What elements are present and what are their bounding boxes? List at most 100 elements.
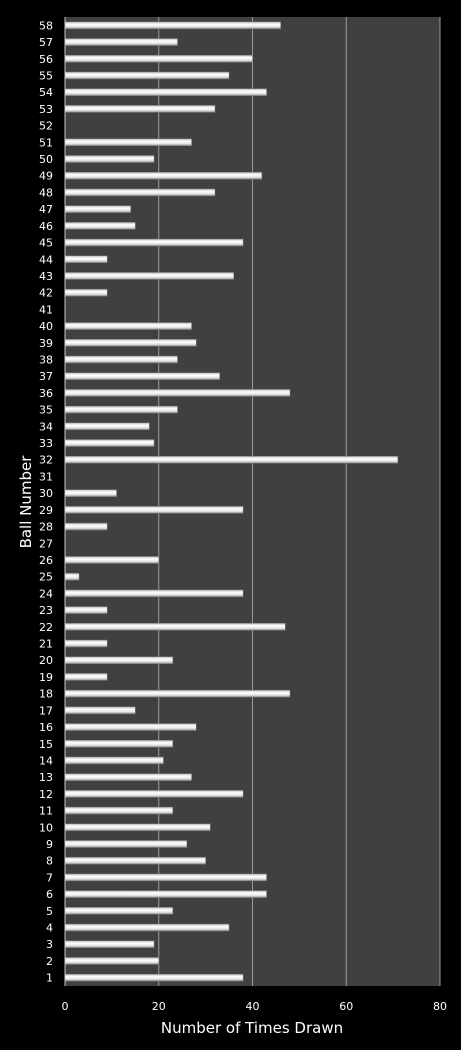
y-tick-label: 39 (39, 337, 53, 350)
y-tick-label: 35 (39, 404, 53, 417)
y-tick-label: 43 (39, 270, 53, 283)
bar-ball-9 (64, 840, 188, 848)
bar-ball-49 (64, 171, 263, 180)
bar-ball-28 (64, 522, 108, 531)
bar-ball-1 (64, 973, 244, 982)
bar-ball-17 (64, 706, 136, 715)
y-tick-label: 55 (39, 69, 53, 82)
y-tick-label: 58 (39, 19, 53, 32)
bar-ball-42 (64, 288, 108, 297)
bar-ball-37 (64, 372, 220, 380)
bar-ball-25 (64, 572, 80, 581)
bar-ball-50 (64, 155, 155, 163)
bar-ball-7 (64, 873, 267, 882)
bar-ball-26 (64, 556, 159, 564)
x-tick-label: 20 (152, 1000, 166, 1013)
bar-ball-3 (64, 940, 155, 948)
y-tick-label: 53 (39, 103, 53, 116)
bar-ball-30 (64, 489, 117, 497)
bar-ball-2 (64, 957, 159, 965)
y-tick-label: 42 (39, 287, 53, 300)
bar-ball-39 (64, 339, 197, 347)
y-tick-label: 49 (39, 170, 53, 183)
y-tick-label: 41 (39, 303, 53, 316)
bar-ball-56 (64, 55, 253, 63)
y-tick-label: 11 (39, 805, 53, 818)
y-tick-label: 7 (46, 871, 53, 884)
y-axis-title: Ball Number (17, 455, 35, 549)
bar-ball-6 (64, 890, 267, 898)
bar-ball-58 (64, 21, 281, 30)
y-tick-label: 54 (39, 86, 53, 99)
bar-ball-24 (64, 589, 244, 598)
y-tick-label: 32 (39, 454, 53, 467)
y-tick-label: 18 (39, 688, 53, 701)
bar-ball-20 (64, 656, 174, 664)
bar-ball-48 (64, 188, 216, 197)
y-tick-label: 48 (39, 186, 53, 199)
y-tick-label: 23 (39, 604, 53, 617)
bar-ball-14 (64, 756, 164, 765)
y-tick-label: 52 (39, 120, 53, 133)
y-tick-label: 57 (39, 36, 53, 49)
bar-ball-10 (64, 823, 211, 832)
y-tick-label: 30 (39, 487, 53, 500)
x-tick-labels: 0 20 40 60 80 (62, 1000, 448, 1013)
bar-ball-12 (64, 790, 244, 798)
y-tick-label: 6 (46, 888, 53, 901)
bar-ball-8 (64, 856, 206, 865)
y-tick-label: 28 (39, 521, 53, 534)
bar-ball-54 (64, 88, 267, 96)
bar-ball-57 (64, 38, 178, 46)
y-tick-label: 37 (39, 370, 53, 383)
x-tick-label: 60 (339, 1000, 353, 1013)
y-tick-label: 40 (39, 320, 53, 333)
bar-ball-47 (64, 205, 131, 213)
bar-ball-45 (64, 238, 244, 247)
y-tick-label: 12 (39, 788, 53, 801)
bar-ball-43 (64, 272, 234, 280)
bar-ball-21 (64, 639, 108, 648)
bar-ball-19 (64, 673, 108, 681)
y-tick-label: 1 (46, 972, 53, 985)
y-tick-label: 9 (46, 838, 53, 851)
bar-ball-29 (64, 506, 244, 514)
y-tick-label: 3 (46, 938, 53, 951)
bar-ball-16 (64, 723, 197, 731)
y-tick-label: 5 (46, 905, 53, 918)
bar-ball-15 (64, 740, 174, 748)
bar-ball-40 (64, 322, 192, 330)
bar-ball-53 (64, 105, 216, 113)
bar-ball-38 (64, 355, 178, 364)
x-tick-label: 0 (62, 1000, 69, 1013)
y-tick-label: 22 (39, 621, 53, 634)
bar-ball-44 (64, 255, 108, 263)
y-tick-label: 31 (39, 470, 53, 483)
y-tick-label: 33 (39, 437, 53, 450)
bar-ball-33 (64, 439, 155, 447)
y-tick-label: 4 (46, 922, 53, 935)
bar-ball-22 (64, 623, 286, 631)
bar-ball-13 (64, 773, 192, 781)
x-axis-title: Number of Times Drawn (161, 1019, 343, 1037)
x-tick-label: 40 (246, 1000, 260, 1013)
y-tick-label: 20 (39, 654, 53, 667)
bar-ball-32 (64, 455, 399, 464)
x-tick-label: 80 (433, 1000, 447, 1013)
y-tick-label: 47 (39, 203, 53, 216)
y-tick-label: 34 (39, 420, 53, 433)
y-tick-label: 24 (39, 587, 53, 600)
bar-ball-35 (64, 405, 178, 414)
y-tick-label: 8 (46, 855, 53, 868)
bar-ball-34 (64, 422, 150, 431)
y-tick-label: 46 (39, 220, 53, 233)
bar-ball-55 (64, 71, 230, 80)
y-tick-label: 15 (39, 738, 53, 751)
y-tick-label: 10 (39, 821, 53, 834)
y-tick-label: 50 (39, 153, 53, 166)
y-tick-labels: 1234567891011121314151617181920212223242… (39, 19, 53, 984)
bars (64, 21, 399, 982)
y-tick-label: 29 (39, 504, 53, 517)
y-tick-label: 38 (39, 353, 53, 366)
